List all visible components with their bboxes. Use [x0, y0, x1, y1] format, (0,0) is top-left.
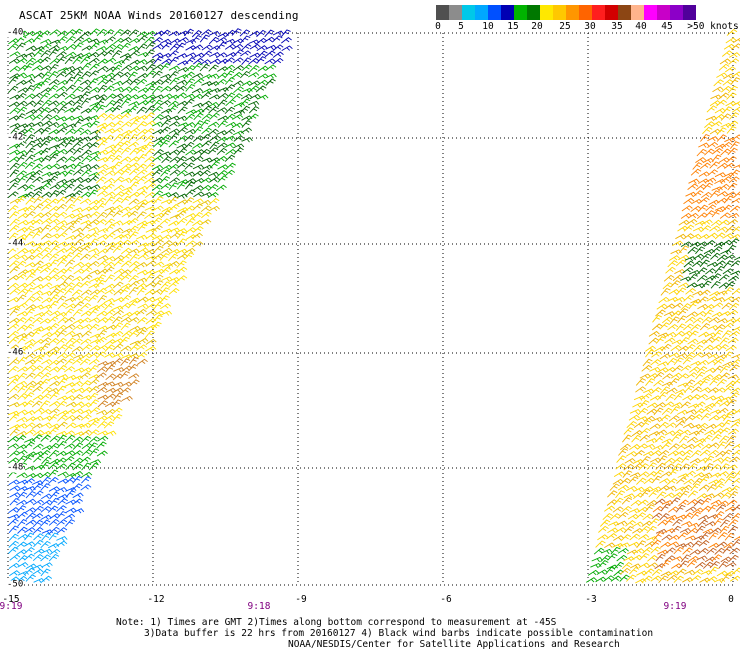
scale-label: 40: [635, 21, 647, 32]
scale-swatch: [436, 5, 449, 20]
longitude-label: -3: [585, 594, 597, 605]
map-title: ASCAT 25KM NOAA Winds 20160127 descendin…: [19, 9, 299, 22]
wind-barbs: [7, 28, 740, 584]
scale-label: 10: [482, 21, 494, 32]
scale-swatch: [514, 5, 527, 20]
scale-label: 35: [611, 21, 623, 32]
latitude-label: -40: [7, 27, 24, 38]
scale-swatch: [475, 5, 488, 20]
latitude-label: -46: [7, 347, 24, 358]
scale-swatch: [631, 5, 644, 20]
time-label: 9:19: [0, 601, 23, 612]
scale-swatch: [501, 5, 514, 20]
time-label: 9:19: [663, 601, 687, 612]
scale-swatch: [553, 5, 566, 20]
longitude-label: 0: [728, 594, 734, 605]
longitude-label: -9: [295, 594, 307, 605]
scale-swatch: [683, 5, 696, 20]
scale-swatch: [527, 5, 540, 20]
scale-swatch: [579, 5, 592, 20]
latitude-label: -44: [7, 238, 24, 249]
longitude-label: -15: [2, 594, 20, 605]
time-label: 9:18: [247, 601, 271, 612]
scale-swatch: [488, 5, 501, 20]
scale-swatch: [592, 5, 605, 20]
scale-label: >50 knots: [687, 21, 739, 32]
latitude-label: -50: [7, 579, 24, 590]
note-line-2: 3)Data buffer is 22 hrs from 20160127 4)…: [144, 628, 654, 639]
longitude-label: -12: [147, 594, 165, 605]
wind-speed-color-scale: [436, 5, 696, 20]
note-line-3: NOAA/NESDIS/Center for Satellite Applica…: [288, 639, 620, 650]
scale-label: 30: [584, 21, 596, 32]
scale-swatch: [657, 5, 670, 20]
scale-swatch: [644, 5, 657, 20]
scale-swatch: [566, 5, 579, 20]
scale-swatch: [605, 5, 618, 20]
scale-swatch: [540, 5, 553, 20]
scale-swatch: [618, 5, 631, 20]
scale-swatch: [449, 5, 462, 20]
scale-swatch: [462, 5, 475, 20]
scale-label: 20: [531, 21, 543, 32]
scale-label: 45: [661, 21, 673, 32]
scale-label: 25: [559, 21, 571, 32]
longitude-label: -6: [440, 594, 452, 605]
latitude-label: -48: [7, 462, 24, 473]
scale-label: 15: [507, 21, 519, 32]
scale-label: 0: [435, 21, 441, 32]
scale-label: 5: [458, 21, 464, 32]
latitude-label: -42: [7, 132, 24, 143]
note-line-1: Note: 1) Times are GMT 2)Times along bot…: [116, 617, 557, 628]
scale-swatch: [670, 5, 683, 20]
